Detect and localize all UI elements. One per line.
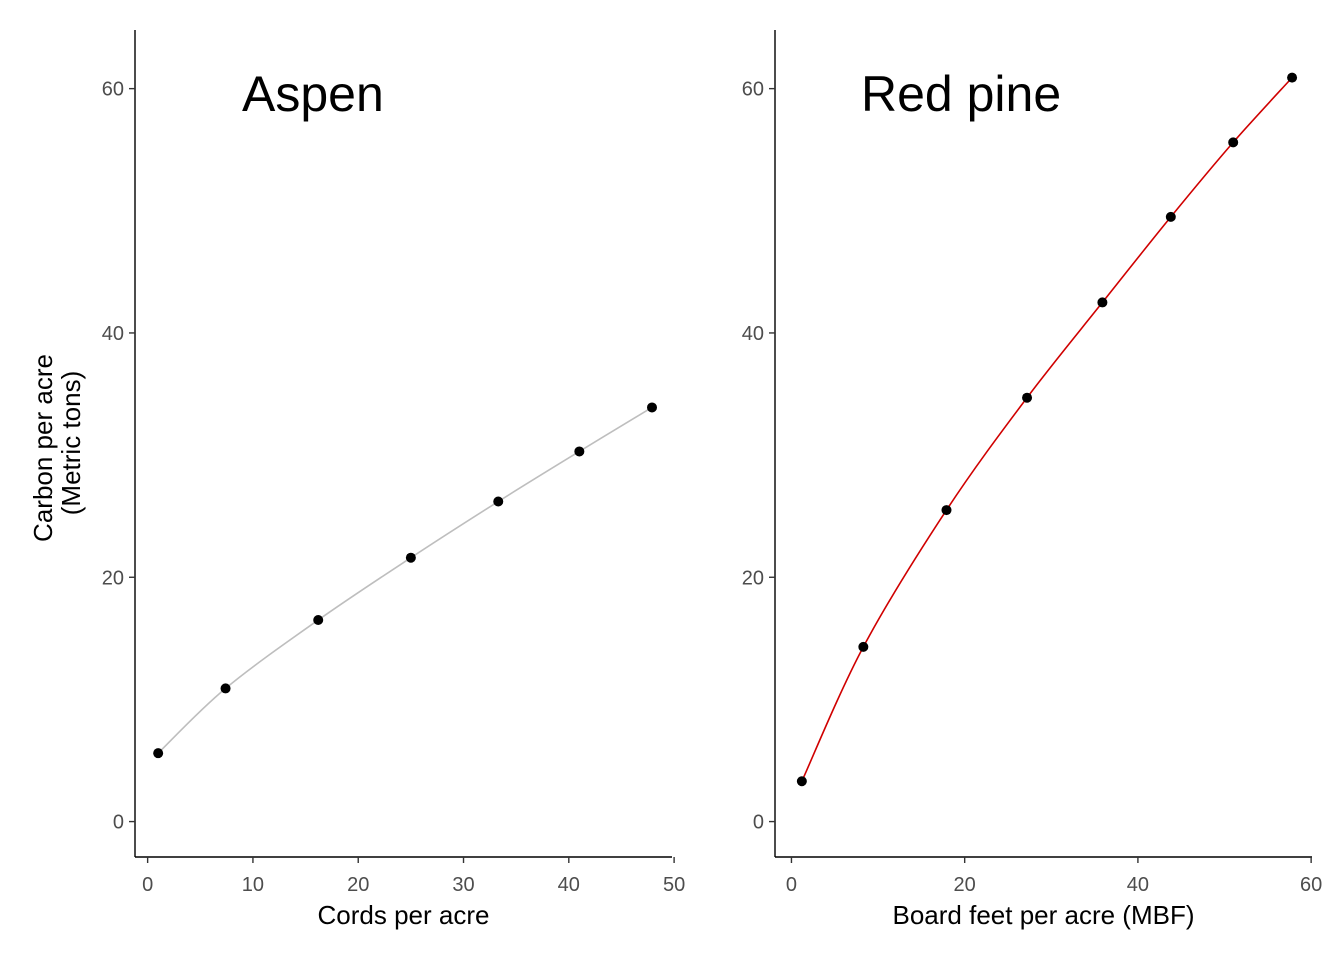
aspen-y-tick-label: 20 (102, 567, 124, 589)
red-pine-y-tick-label: 0 (753, 812, 764, 834)
red-pine-data-point (1228, 137, 1239, 148)
aspen-x-tick-label: 40 (558, 874, 580, 896)
aspen-data-point (574, 446, 585, 457)
aspen-data-point (153, 748, 164, 759)
aspen-y-tick-label: 0 (113, 812, 124, 834)
red-pine-y-tick-label: 20 (742, 567, 764, 589)
red-pine-data-point (1022, 392, 1033, 403)
aspen-panel: Carbon per acre (Metric tons) 0 20 40 60 0 10… (28, 30, 685, 930)
red-pine-x-tick-label: 40 (1127, 874, 1149, 896)
aspen-x-tick-label: 0 (142, 874, 153, 896)
aspen-panel-title: Aspen (242, 66, 384, 122)
red-pine-y-tick-label: 40 (742, 323, 764, 345)
red-pine-data-point (1097, 297, 1108, 308)
red-pine-panel-title: Red pine (861, 66, 1061, 122)
aspen-series-line (157, 406, 653, 754)
red-pine-data-point (796, 776, 807, 787)
red-pine-series-line (801, 77, 1293, 782)
aspen-x-tick-label: 20 (347, 874, 369, 896)
aspen-x-tick-label: 30 (452, 874, 474, 896)
red-pine-x-axis-title: Board feet per acre (MBF) (893, 900, 1195, 930)
red-pine-data-point (1287, 72, 1298, 83)
aspen-y-tick-label: 40 (102, 323, 124, 345)
red-pine-data-point (941, 505, 952, 516)
red-pine-panel: 0 20 40 60 0 20 40 60 Board feet per acre (MBF) R… (742, 30, 1322, 930)
aspen-x-tick-label: 50 (663, 874, 685, 896)
aspen-data-point (646, 402, 657, 413)
aspen-data-point (493, 496, 504, 507)
red-pine-x-tick-label: 20 (954, 874, 976, 896)
aspen-data-point (220, 683, 231, 694)
aspen-y-tick-label: 60 (102, 79, 124, 101)
red-pine-y-tick-label: 60 (742, 79, 764, 101)
aspen-data-point (405, 552, 416, 563)
aspen-y-axis-title-line1: Carbon per acre (28, 354, 58, 542)
red-pine-x-tick-label: 0 (786, 874, 797, 896)
red-pine-data-point (858, 641, 869, 652)
aspen-data-point (313, 615, 324, 626)
red-pine-data-point (1165, 211, 1176, 222)
aspen-x-tick-label: 10 (242, 874, 264, 896)
red-pine-x-tick-label: 60 (1300, 874, 1322, 896)
aspen-y-axis-title-line2: (Metric tons) (56, 371, 86, 515)
aspen-x-axis-title: Cords per acre (318, 900, 490, 930)
